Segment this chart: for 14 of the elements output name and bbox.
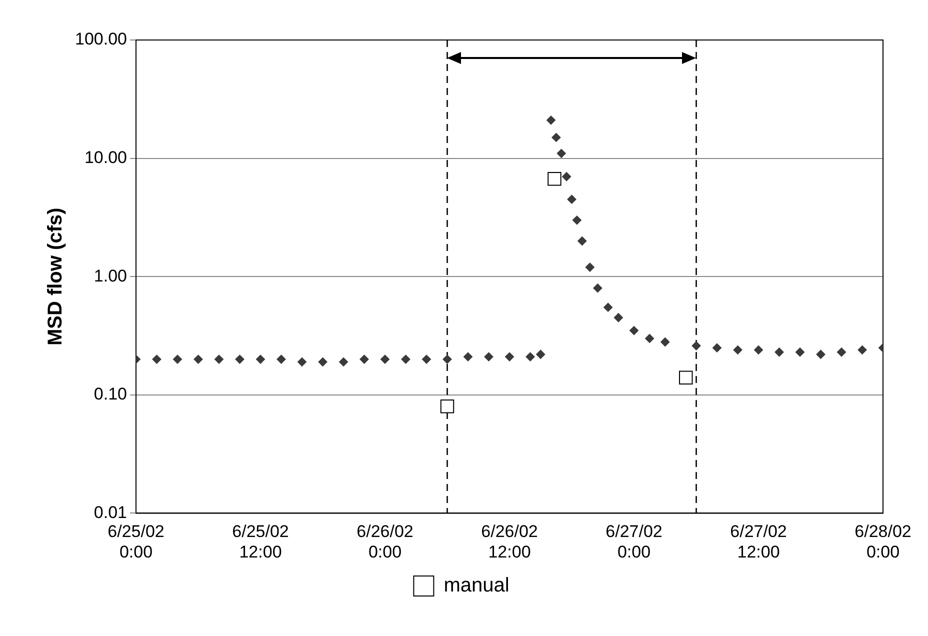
x-tick-label: 6/27/02 0:00: [606, 522, 662, 562]
y-tick-label: 1.00: [94, 266, 127, 286]
y-tick-label: 0.01: [94, 502, 127, 522]
legend-label: manual: [444, 574, 510, 597]
x-tick-label: 6/28/02 0:00: [854, 522, 912, 562]
y-axis-title: MSD flow (cfs): [44, 208, 67, 346]
x-tick-label: 6/27/02 12:00: [730, 522, 787, 562]
x-tick-label: 6/26/02 12:00: [481, 522, 538, 562]
y-tick-label: 0.10: [94, 384, 127, 404]
x-tick-label: 6/25/02 12:00: [232, 522, 289, 562]
y-tick-label: 10.00: [84, 148, 127, 167]
x-tick-label: 6/25/02 0:00: [108, 522, 164, 562]
y-tick-label: 100.00: [74, 30, 127, 49]
x-tick-label: 6/26/02 0:00: [356, 522, 414, 562]
